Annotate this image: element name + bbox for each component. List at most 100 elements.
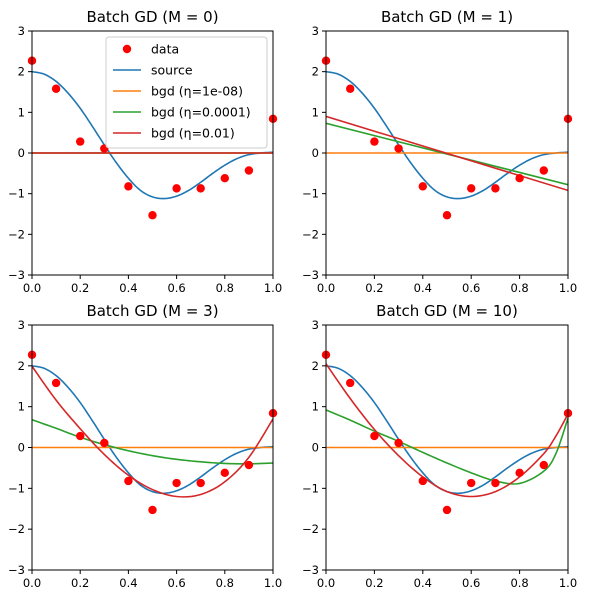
data-point: [172, 184, 181, 193]
data-point: [100, 438, 109, 448]
y-tick-label: −1: [302, 481, 319, 495]
x-tick-label: 0.0: [317, 281, 335, 295]
data-point: [418, 476, 427, 486]
data-point: [442, 505, 452, 515]
series-line-bgd-large: [326, 363, 568, 498]
x-tick-label: 0.0: [23, 576, 41, 590]
y-tick-label: 2: [312, 359, 319, 373]
data-point: [442, 211, 452, 220]
y-tick-label: 1: [18, 105, 25, 119]
series-line-bgd-mid: [32, 418, 273, 465]
x-tick-label: 0.8: [216, 576, 234, 590]
x-tick-label: 1.0: [559, 281, 577, 295]
y-tick-label: 0: [18, 441, 25, 455]
legend-label: bgd (η=0.0001): [151, 105, 251, 120]
x-tick-label: 0.2: [365, 576, 383, 590]
data-point: [244, 166, 254, 175]
data-point: [220, 468, 229, 478]
legend-label: bgd (η=0.01): [151, 126, 235, 141]
data-point: [124, 476, 133, 486]
data-point: [491, 184, 500, 193]
x-tick-label: 0.2: [71, 281, 89, 295]
chart-title: Batch GD (M = 1): [381, 8, 513, 26]
data-point: [196, 184, 205, 193]
data-point: [515, 468, 524, 478]
y-tick-label: 1: [18, 400, 25, 414]
y-tick-label: −3: [302, 268, 319, 282]
data-point: [76, 137, 85, 146]
x-tick-label: 0.4: [414, 576, 432, 590]
x-tick-label: 0.4: [119, 576, 137, 590]
x-tick-label: 0.2: [71, 576, 89, 590]
legend-label: data: [151, 42, 179, 57]
y-tick-label: 3: [312, 24, 319, 38]
y-tick-label: −3: [8, 563, 25, 577]
plot-area: [32, 70, 273, 200]
series-line-bgd-mid: [326, 409, 568, 485]
y-tick-label: −2: [8, 227, 25, 241]
x-tick-label: 1.0: [264, 281, 282, 295]
y-tick-label: 2: [18, 65, 25, 79]
data-point: [539, 460, 548, 470]
chart-title: Batch GD (M = 0): [86, 8, 218, 26]
data-point: [196, 478, 205, 488]
y-tick-label: 0: [312, 441, 319, 455]
y-tick-label: −3: [302, 563, 319, 577]
legend-label: bgd (η=1e-08): [151, 84, 243, 99]
data-point: [491, 478, 500, 488]
y-tick-label: −2: [8, 522, 25, 536]
data-point: [346, 84, 355, 93]
data-point: [76, 431, 85, 441]
data-point: [370, 431, 379, 441]
x-tick-label: 0.4: [414, 281, 432, 295]
subplot-m1: Batch GD (M = 1) 0.0 0.2 0.4 0.6 0.8 1.0 −3 −2 −1…: [302, 8, 577, 295]
data-point: [346, 378, 355, 388]
y-tick-label: 1: [312, 105, 319, 119]
y-tick-label: 3: [312, 318, 319, 332]
data-point: [467, 184, 476, 193]
y-tick-label: 1: [312, 400, 319, 414]
y-tick-label: −1: [8, 481, 25, 495]
source-line: [326, 70, 568, 200]
source-line: [326, 365, 568, 495]
y-tick-label: 2: [18, 359, 25, 373]
x-tick-label: 0.2: [365, 281, 383, 295]
x-tick-label: 1.0: [559, 576, 577, 590]
legend-label: source: [151, 63, 193, 78]
x-tick-label: 0.8: [216, 281, 234, 295]
chart-title: Batch GD (M = 3): [86, 302, 218, 320]
data-point: [394, 438, 403, 448]
source-line: [32, 70, 273, 200]
y-tick-label: −3: [8, 268, 25, 282]
x-tick-label: 0.6: [462, 576, 480, 590]
x-tick-label: 0.8: [510, 576, 528, 590]
data-point: [467, 478, 476, 488]
data-point: [148, 505, 157, 515]
source-line: [32, 365, 273, 495]
chart-title: Batch GD (M = 10): [376, 302, 518, 320]
x-tick-label: 0.6: [462, 281, 480, 295]
legend: data source bgd (η=1e-08) bgd (η=0.0001) bgd…: [105, 36, 268, 149]
y-tick-label: −1: [8, 187, 25, 201]
data-point: [148, 211, 157, 220]
data-point: [51, 84, 61, 93]
x-tick-label: 0.6: [167, 576, 185, 590]
subplot-m0: Batch GD (M = 0) 0.0 0.2 0.4 0.6 0.8 1.0 −3 −2 −1…: [8, 8, 282, 295]
data-point: [394, 144, 403, 153]
data-point: [172, 478, 181, 488]
x-tick-label: 1.0: [264, 576, 282, 590]
x-tick-label: 0.4: [119, 281, 137, 295]
subplot-m3: Batch GD (M = 3) 0.0 0.2 0.4 0.6 0.8 1.0 −3 −2 −1…: [8, 302, 282, 590]
data-point: [220, 174, 229, 183]
plot-area: [326, 70, 568, 200]
y-tick-label: 2: [312, 65, 319, 79]
y-tick-label: 3: [18, 318, 25, 332]
plot-area: [32, 365, 273, 498]
y-tick-label: 3: [18, 24, 25, 38]
data-point: [515, 174, 524, 183]
data-point: [539, 166, 548, 175]
data-point: [244, 460, 254, 470]
y-tick-label: −2: [302, 227, 319, 241]
data-point: [124, 182, 133, 191]
